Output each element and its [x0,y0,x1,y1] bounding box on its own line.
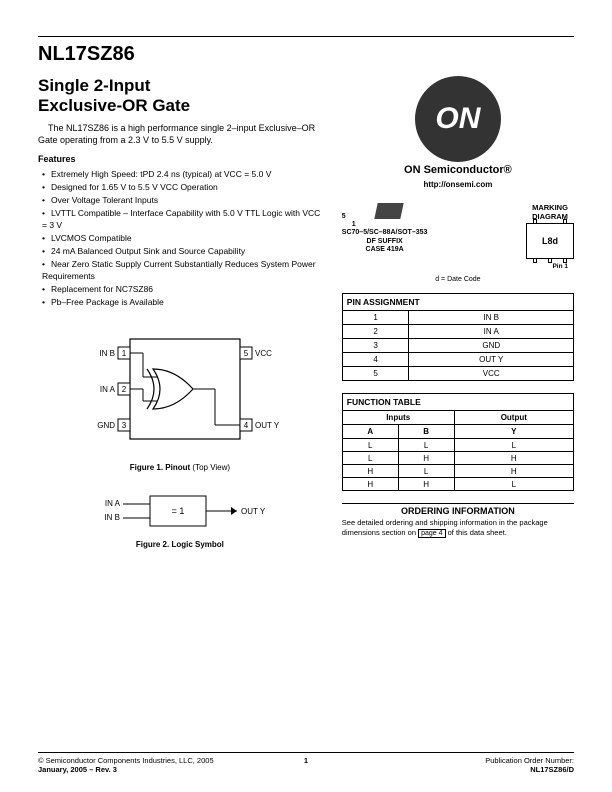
svg-text:2: 2 [122,385,127,394]
svg-text:VCC: VCC [255,349,272,358]
ordering-heading: ORDERING INFORMATION [342,503,574,516]
table-row: 4OUT Y [342,353,573,367]
page-footer: © Semiconductor Components Industries, L… [38,752,574,774]
brand-name: ON Semiconductor® [342,164,574,176]
title-line1: Single 2-Input [38,76,150,95]
svg-text:IN A: IN A [100,385,116,394]
feature-item: Replacement for NC7SZ86 [42,283,322,296]
svg-text:= 1: = 1 [172,506,185,516]
title-line2: Exclusive-OR Gate [38,96,190,115]
svg-text:IN B: IN B [99,349,115,358]
table-row: HLH [342,465,573,478]
website-url: http://onsemi.com [342,180,574,189]
feature-item: 24 mA Balanced Output Sink and Source Ca… [42,245,322,258]
figure2-caption: Figure 2. Logic Symbol [38,540,322,549]
table-row: 3GND [342,339,573,353]
svg-text:5: 5 [244,349,249,358]
part-number: NL17SZ86 [38,43,574,66]
pin-assignment-table: PIN ASSIGNMENT 1IN B2IN A3GND4OUT Y5VCC [342,293,574,381]
pinout-diagram: 1 2 3 5 4 IN B IN A GND VCC OUT Y [75,329,285,459]
table-row: LHH [342,452,573,465]
page-title: Single 2-Input Exclusive-OR Gate [38,76,322,115]
ordering-text: See detailed ordering and shipping infor… [342,518,574,538]
svg-text:OUT Y: OUT Y [255,421,280,430]
svg-text:IN A: IN A [105,499,121,508]
features-list: Extremely High Speed: tPD 2.4 ns (typica… [38,168,322,308]
on-logo-icon: ON [415,76,501,162]
svg-text:3: 3 [122,421,127,430]
svg-text:GND: GND [97,421,115,430]
table-row: HHL [342,478,573,491]
feature-item: Near Zero Static Supply Current Substant… [42,258,322,284]
datecode-note: d = Date Code [342,276,574,283]
marking-diagram: MARKING DIAGRAM L8d Pin 1 [526,203,574,270]
table-row: 2IN A [342,325,573,339]
svg-text:1: 1 [122,349,127,358]
page-link[interactable]: page 4 [418,529,445,538]
feature-item: Extremely High Speed: tPD 2.4 ns (typica… [42,168,322,181]
feature-item: Pb–Free Package is Available [42,296,322,309]
figure1-caption: Figure 1. Pinout (Top View) [38,463,322,472]
function-table: Inputs Output A B Y LLLLHHHLHHHL [342,410,574,491]
svg-text:IN B: IN B [104,513,120,522]
logic-symbol-diagram: = 1 IN A IN B OUT Y [85,486,275,536]
feature-item: LVTTL Compatible – Interface Capability … [42,207,322,233]
function-table-title: FUNCTION TABLE [342,393,574,410]
package-info: 5 1 SC70–5/SC–88A/SOT–353 DF SUFFIX CASE… [342,203,428,255]
svg-text:OUT Y: OUT Y [241,507,266,516]
svg-text:4: 4 [244,421,249,430]
feature-item: LVCMOS Compatible [42,232,322,245]
table-row: 5VCC [342,367,573,381]
feature-item: Designed for 1.65 V to 5.5 V VCC Operati… [42,181,322,194]
table-row: LLL [342,439,573,452]
feature-item: Over Voltage Tolerant Inputs [42,194,322,207]
features-heading: Features [38,154,322,164]
table-row: 1IN B [342,311,573,325]
chip-icon [374,203,403,219]
intro-text: The NL17SZ86 is a high performance singl… [38,123,322,146]
